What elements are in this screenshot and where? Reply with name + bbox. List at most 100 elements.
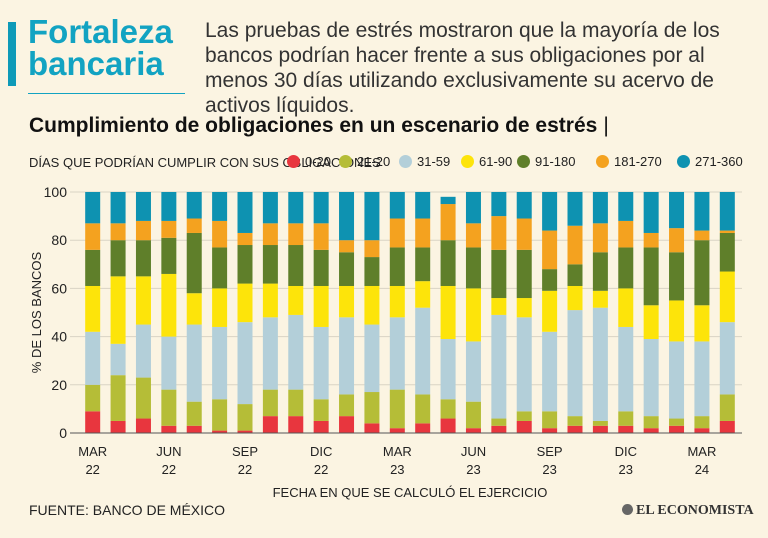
headline-accent-bar	[8, 22, 16, 86]
legend-label: 61-90	[479, 154, 513, 169]
bar-segment-271-360	[161, 192, 177, 221]
bar-segment-271-360	[643, 192, 659, 233]
bar-segment-91-180	[669, 252, 685, 301]
bar-segment-0-20	[567, 425, 583, 433]
chart-title-cursor: |	[603, 114, 609, 137]
bar-segment-91-180	[440, 240, 456, 286]
bar-segment-181-270	[262, 223, 278, 246]
bar-segment-61-90	[212, 288, 228, 327]
bar-segment-181-270	[719, 230, 735, 233]
bar-segment-61-90	[567, 285, 583, 311]
bar-segment-271-360	[618, 192, 634, 221]
y-tick-label: 20	[51, 377, 67, 393]
legend-swatch	[677, 155, 690, 168]
bar-segment-21-20	[161, 389, 177, 426]
bar-segment-31-59	[186, 324, 202, 402]
bar-segment-181-270	[161, 220, 177, 238]
bar-segment-271-360	[364, 192, 380, 241]
x-tick-month: MAR	[78, 444, 107, 459]
bar-segment-21-20	[212, 399, 228, 431]
bar-segment-61-90	[161, 273, 177, 337]
bar-segment-91-180	[212, 247, 228, 289]
x-tick-month: JUN	[461, 444, 486, 459]
bar-segment-21-20	[85, 384, 101, 412]
bar-segment-271-360	[262, 192, 278, 224]
bar-segment-61-90	[262, 283, 278, 318]
bar-segment-21-20	[186, 401, 202, 426]
chart-title-text: Cumplimiento de obligaciones en un escen…	[29, 114, 598, 137]
bar-segment-91-180	[592, 252, 608, 291]
bar-segment-21-20	[592, 420, 608, 426]
bar-segment-181-270	[491, 216, 507, 250]
legend-item-31-59: 31-59	[399, 154, 450, 169]
bar-segment-181-270	[339, 240, 355, 253]
x-tick-month: JUN	[156, 444, 181, 459]
bar-segment-181-270	[516, 218, 532, 250]
bar-segment-61-90	[618, 288, 634, 327]
bar-segment-61-90	[643, 305, 659, 340]
bar-segment-61-90	[339, 285, 355, 318]
bar-segment-271-360	[110, 192, 126, 224]
headline: Fortaleza bancaria	[28, 13, 196, 80]
bar-segment-91-180	[694, 240, 710, 306]
bar-segment-271-360	[186, 192, 202, 219]
bar-segment-271-360	[542, 192, 558, 231]
bar-segment-21-20	[440, 399, 456, 419]
bar-segment-61-90	[237, 283, 253, 323]
bar-segment-61-90	[491, 298, 507, 315]
legend-swatch	[517, 155, 530, 168]
bar-segment-31-59	[618, 326, 634, 412]
headline-line-1: Fortaleza	[28, 13, 173, 50]
bar-segment-181-270	[313, 223, 329, 250]
bar-segment-271-360	[491, 192, 507, 217]
bar-segment-31-59	[415, 307, 431, 395]
bar-segment-0-20	[694, 428, 710, 433]
x-tick-year: 23	[390, 462, 404, 477]
bar-segment-91-180	[161, 237, 177, 274]
bar-segment-31-59	[389, 317, 405, 390]
bar-segment-21-20	[339, 394, 355, 417]
bar-segment-21-20	[135, 377, 151, 419]
bar-segment-0-20	[364, 423, 380, 433]
bar-segment-181-270	[288, 223, 304, 246]
brand-icon	[622, 504, 633, 515]
bar-segment-0-20	[415, 423, 431, 433]
legend-item-0-20: 0-20	[287, 154, 331, 169]
bar-segment-91-180	[364, 257, 380, 286]
bar-segment-61-90	[719, 271, 735, 323]
bar-segment-21-20	[618, 411, 634, 426]
bar-segment-271-360	[415, 192, 431, 219]
bar-segment-91-180	[415, 247, 431, 282]
x-tick-year: 22	[162, 462, 176, 477]
bar-segment-0-20	[592, 425, 608, 433]
bar-segment-61-90	[694, 305, 710, 342]
bar-segment-31-59	[110, 343, 126, 376]
bar-segment-91-180	[313, 249, 329, 286]
bar-segment-0-20	[161, 425, 177, 433]
bar-segment-21-20	[313, 399, 329, 421]
bar-segment-31-59	[85, 331, 101, 385]
bar-segment-181-270	[542, 230, 558, 270]
bar-segment-91-180	[567, 264, 583, 286]
bar-segment-61-90	[313, 285, 329, 327]
y-axis-label: % DE LOS BANCOS	[29, 251, 44, 373]
bar-segment-31-59	[465, 341, 481, 402]
bar-segment-91-180	[339, 252, 355, 286]
bar-segment-181-270	[465, 223, 481, 248]
bar-segment-271-360	[85, 192, 101, 224]
legend-swatch	[339, 155, 352, 168]
bar-segment-181-270	[85, 223, 101, 250]
bar-segment-61-90	[110, 276, 126, 344]
bar-segment-61-90	[364, 285, 380, 325]
bar-segment-21-20	[694, 416, 710, 429]
bar-segment-271-360	[135, 192, 151, 221]
x-tick-year: 23	[466, 462, 480, 477]
bar-segment-0-20	[237, 430, 253, 433]
bar-segment-61-90	[669, 300, 685, 342]
bar-segment-61-90	[415, 281, 431, 308]
x-axis-label: FECHA EN QUE SE CALCULÓ EL EJERCICIO	[273, 485, 548, 500]
bar-segment-271-360	[440, 196, 456, 205]
bar-segment-91-180	[262, 245, 278, 284]
bar-segment-21-20	[567, 416, 583, 426]
legend-swatch	[461, 155, 474, 168]
